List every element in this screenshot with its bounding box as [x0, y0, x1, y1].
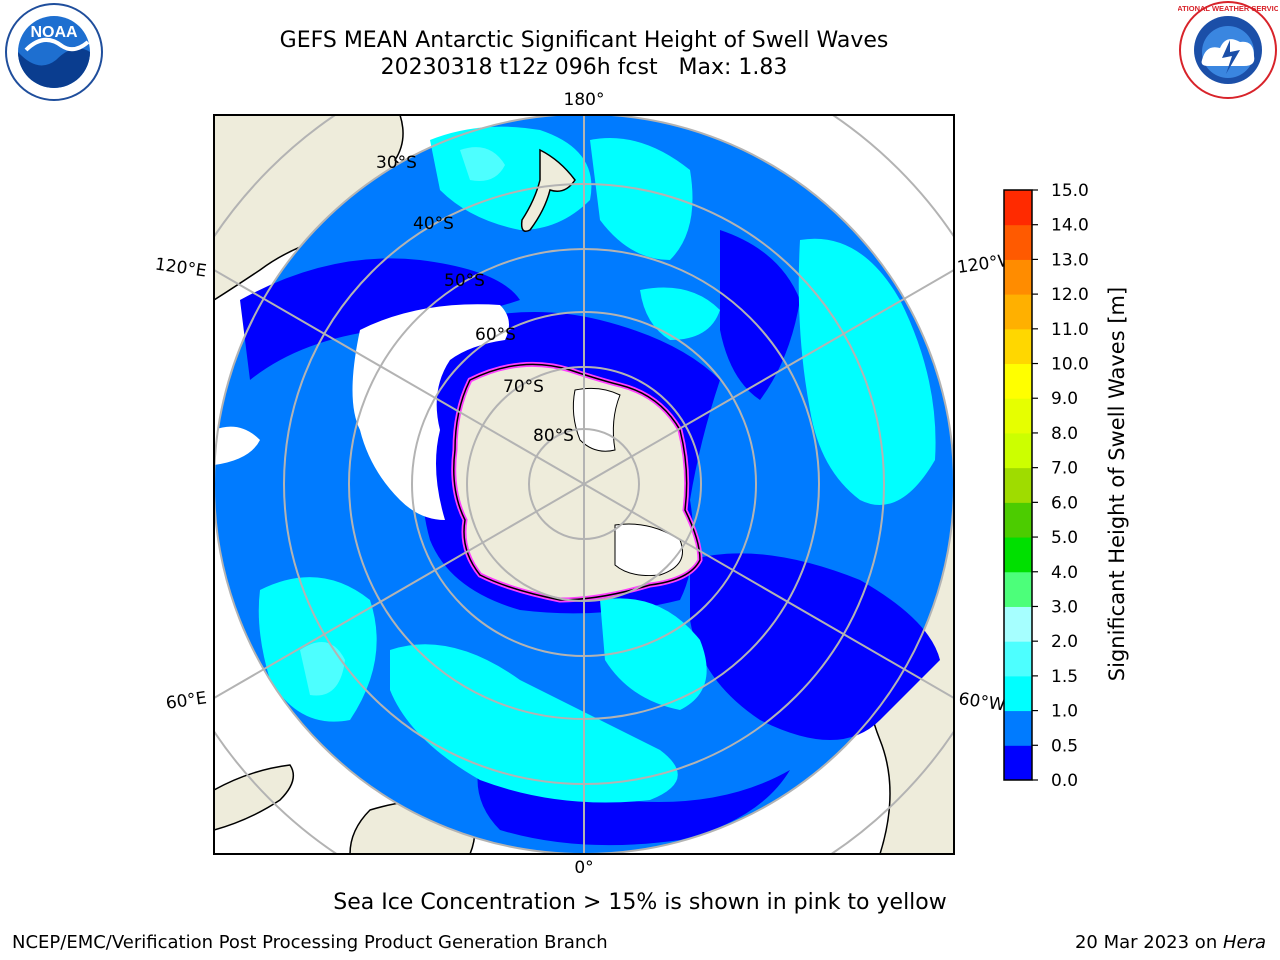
noaa-logo-icon: NOAA: [5, 3, 103, 101]
colorbar-segment: [1004, 571, 1032, 607]
colorbar-tick-label: 3.0: [1051, 597, 1078, 617]
colorbar-segment: [1004, 190, 1032, 226]
colorbar-tick-label: 0.5: [1051, 736, 1078, 756]
land-new-zealand: [520, 148, 576, 232]
swell-zone-moderate: [590, 138, 693, 260]
colorbar-tick-label: 1.0: [1051, 702, 1078, 722]
graticule: [214, 115, 954, 854]
colorbar-tick-label: 15.0: [1051, 181, 1089, 201]
colorbar-segment: [1004, 641, 1032, 677]
ice-shelf: [614, 523, 683, 576]
colorbar-segment: [1004, 710, 1032, 746]
land-antarctica-outline: [453, 363, 701, 601]
lon-label-180: 180°: [564, 90, 605, 110]
colorbar-tick-label: 14.0: [1051, 216, 1089, 236]
colorbar: 0.0 0.5 1.0 1.5 2.0 3.0 4.0 5.0 6.0 7.0 8.0 9.0 10.0…: [1003, 181, 1089, 791]
lat-label-30s: 30°S: [376, 153, 417, 173]
lat-label-70s: 70°S: [503, 377, 544, 397]
noaa-logo-text: NOAA: [30, 24, 78, 41]
swell-zone-low: [720, 230, 800, 400]
swell-zone-high: [460, 147, 505, 181]
colorbar-segment: [1004, 606, 1032, 642]
colorbar-segment: [1004, 537, 1032, 573]
colorbar-segment: [1004, 328, 1032, 365]
swell-zone-low: [477, 760, 790, 846]
swell-zone-moderate: [798, 238, 936, 505]
lat-label-40s: 40°S: [413, 214, 454, 234]
colorbar-tick-label: 11.0: [1051, 320, 1089, 340]
sea-ice-note: Sea Ice Concentration > 15% is shown in …: [333, 890, 947, 915]
nws-logo-icon: NATIONAL WEATHER SERVICE: [1178, 1, 1278, 99]
credit-date-text: 20 Mar 2023 on: [1074, 932, 1223, 953]
colorbar-tick-label: 9.0: [1051, 389, 1078, 409]
colorbar-segment: [1004, 224, 1032, 260]
lon-label-0: 0°: [574, 858, 593, 878]
map-subtitle: 20230318 t12z 096h fcst Max: 1.83: [380, 55, 788, 80]
colorbar-tick-label: 0.0: [1051, 771, 1078, 791]
lon-label-60w: 60°W: [957, 689, 1006, 715]
swell-zone-low: [240, 258, 520, 380]
swell-zone-moderate: [640, 287, 720, 340]
colorbar-tick-label: 10.0: [1051, 355, 1089, 375]
colorbar-segment: [1004, 259, 1032, 295]
credit-branch: NCEP/EMC/Verification Post Processing Pr…: [12, 932, 608, 953]
colorbar-tick-label: 5.0: [1051, 528, 1078, 548]
lon-label-60e: 60°E: [165, 688, 208, 713]
colorbar-tick-label: 8.0: [1051, 424, 1078, 444]
colorbar-segment: [1004, 467, 1032, 503]
lat-label-60s: 60°S: [475, 325, 516, 345]
colorbar-segment: [1004, 502, 1032, 538]
map-title: GEFS MEAN Antarctic Significant Height o…: [279, 28, 889, 53]
colorbar-label: Significant Height of Swell Waves [m]: [1105, 287, 1129, 681]
colorbar-frame: [1003, 189, 1033, 781]
colorbar-segment: [1004, 398, 1032, 434]
colorbar-segment: [1004, 363, 1032, 399]
colorbar-tick-label: 12.0: [1051, 285, 1089, 305]
colorbar-segment: [1004, 294, 1032, 330]
colorbar-tick-label: 2.0: [1051, 632, 1078, 652]
colorbar-tick-label: 7.0: [1051, 459, 1078, 479]
swell-zone-high: [300, 642, 345, 696]
lat-label-80s: 80°S: [533, 426, 574, 446]
nws-logo-text: NATIONAL WEATHER SERVICE: [1178, 4, 1278, 13]
credit-date: 20 Mar 2023 on Hera: [1075, 932, 1266, 953]
lat-label-50s: 50°S: [444, 271, 485, 291]
colorbar-tick-label: 6.0: [1051, 493, 1078, 513]
lon-label-120e: 120°E: [154, 255, 208, 282]
colorbar-segment: [1004, 745, 1032, 781]
credit-machine: Hera: [1222, 932, 1266, 953]
map-frame: [213, 114, 955, 855]
sea-ice-region: [214, 426, 260, 465]
sea-ice-region: [352, 304, 509, 520]
colorbar-segment: [1004, 432, 1032, 469]
swell-zone-low: [690, 553, 940, 740]
colorbar-tick-label: 4.0: [1051, 563, 1078, 583]
colorbar-tick-label: 13.0: [1051, 250, 1089, 270]
colorbar-segment: [1004, 675, 1032, 712]
colorbar-tick-label: 1.5: [1051, 667, 1078, 687]
